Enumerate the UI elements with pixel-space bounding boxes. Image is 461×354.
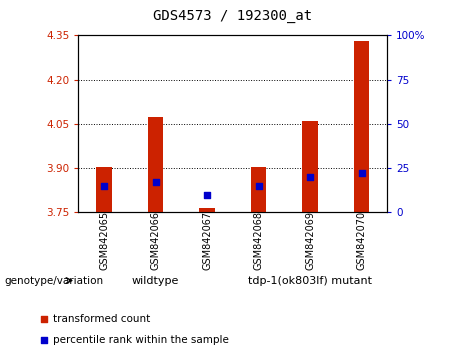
Text: transformed count: transformed count xyxy=(53,314,150,324)
Point xyxy=(100,183,108,189)
Bar xyxy=(302,121,318,212)
Text: GSM842065: GSM842065 xyxy=(99,211,109,270)
Point xyxy=(40,316,47,321)
Point xyxy=(255,183,262,189)
Text: wildtype: wildtype xyxy=(132,275,179,286)
Text: tdp-1(ok803lf) mutant: tdp-1(ok803lf) mutant xyxy=(248,275,372,286)
Text: GSM842067: GSM842067 xyxy=(202,211,212,270)
Text: genotype/variation: genotype/variation xyxy=(5,275,104,286)
Point xyxy=(358,171,365,176)
Text: percentile rank within the sample: percentile rank within the sample xyxy=(53,335,229,345)
Bar xyxy=(354,41,369,212)
Point xyxy=(203,192,211,198)
Point xyxy=(40,337,47,343)
Text: GDS4573 / 192300_at: GDS4573 / 192300_at xyxy=(153,9,313,23)
Point xyxy=(306,174,313,180)
Text: GSM842070: GSM842070 xyxy=(356,211,366,270)
Bar xyxy=(199,208,215,212)
Point xyxy=(152,179,160,185)
Bar xyxy=(96,167,112,212)
Bar xyxy=(148,116,163,212)
Text: GSM842066: GSM842066 xyxy=(151,211,160,270)
Bar xyxy=(251,167,266,212)
Text: GSM842069: GSM842069 xyxy=(305,211,315,270)
Text: GSM842068: GSM842068 xyxy=(254,211,264,270)
